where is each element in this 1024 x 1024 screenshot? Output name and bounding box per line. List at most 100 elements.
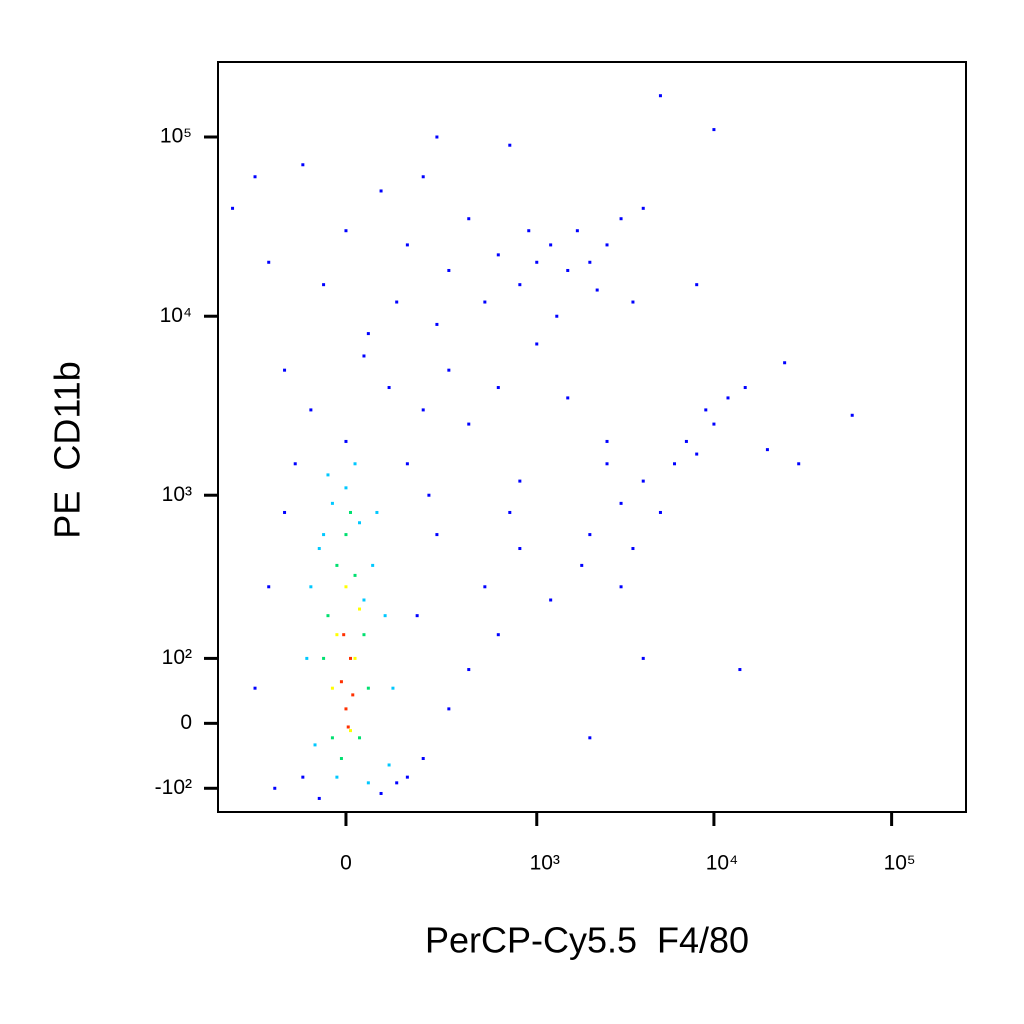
data-point <box>330 501 334 505</box>
data-point <box>253 175 257 179</box>
data-point <box>684 439 688 443</box>
data-point <box>447 268 451 272</box>
data-point <box>383 614 387 618</box>
data-point <box>358 736 362 740</box>
data-point <box>283 368 287 372</box>
data-point <box>580 563 584 567</box>
data-point <box>362 598 366 602</box>
data-point <box>405 462 409 466</box>
data-point <box>391 686 395 690</box>
x-tick-label: 10³ <box>530 852 560 875</box>
data-point <box>566 396 570 400</box>
data-point <box>549 598 553 602</box>
data-point <box>253 686 257 690</box>
data-point <box>712 422 716 426</box>
plot-frame <box>217 61 967 813</box>
data-point <box>726 396 730 400</box>
data-point <box>518 479 522 483</box>
data-point <box>619 501 623 505</box>
data-point <box>427 493 431 497</box>
data-point <box>588 736 592 740</box>
data-point <box>335 563 339 567</box>
data-point <box>344 533 348 537</box>
data-point <box>467 668 471 672</box>
data-point <box>658 510 662 514</box>
data-point <box>619 217 623 221</box>
data-point <box>326 473 330 477</box>
data-point <box>344 229 348 233</box>
data-point <box>344 439 348 443</box>
data-point <box>619 585 623 589</box>
data-point <box>339 680 343 684</box>
data-point <box>467 217 471 221</box>
data-point <box>421 757 425 761</box>
data-point <box>293 462 297 466</box>
data-point <box>435 322 439 326</box>
x-tick-label: 10⁵ <box>884 852 916 875</box>
data-point <box>595 288 599 292</box>
data-point <box>447 368 451 372</box>
data-point <box>467 422 471 426</box>
data-point <box>496 386 500 390</box>
data-point <box>483 300 487 304</box>
y-tick-label: 10⁵ <box>160 125 192 148</box>
data-point <box>575 229 579 233</box>
data-point <box>351 693 355 697</box>
data-point <box>317 547 321 551</box>
data-point <box>301 775 305 779</box>
data-point <box>605 462 609 466</box>
data-point <box>673 462 677 466</box>
data-point <box>555 314 559 318</box>
data-point <box>349 656 353 660</box>
data-point <box>641 206 645 210</box>
data-point <box>283 510 287 514</box>
data-point <box>309 408 313 412</box>
data-point <box>366 686 370 690</box>
data-point <box>358 521 362 525</box>
data-point <box>535 260 539 264</box>
data-point <box>712 128 716 132</box>
data-point <box>435 135 439 139</box>
data-point <box>704 408 708 412</box>
data-point <box>358 607 362 611</box>
y-tick-label: 10⁴ <box>160 304 192 327</box>
data-point <box>305 656 309 660</box>
data-point <box>313 743 317 747</box>
data-point <box>496 633 500 637</box>
data-point <box>353 462 357 466</box>
data-point <box>362 354 366 358</box>
data-point <box>421 175 425 179</box>
data-point <box>695 283 699 287</box>
data-point <box>330 736 334 740</box>
data-point <box>317 796 321 800</box>
data-point <box>447 707 451 711</box>
data-point <box>339 757 343 761</box>
data-point <box>379 189 383 193</box>
data-point <box>641 656 645 660</box>
data-point <box>415 614 419 618</box>
data-point <box>387 763 391 767</box>
data-point <box>231 206 235 210</box>
data-point <box>344 585 348 589</box>
data-point <box>631 300 635 304</box>
data-point <box>738 668 742 672</box>
data-point <box>421 408 425 412</box>
data-point <box>395 300 399 304</box>
data-point <box>322 533 326 537</box>
data-point <box>743 386 747 390</box>
data-point <box>366 332 370 336</box>
data-point <box>588 533 592 537</box>
data-point <box>850 413 854 417</box>
data-point <box>641 479 645 483</box>
data-point <box>605 243 609 247</box>
data-point <box>267 260 271 264</box>
data-point <box>349 729 353 733</box>
data-point <box>765 448 769 452</box>
data-point <box>344 486 348 490</box>
data-point <box>535 342 539 346</box>
x-tick-label: 0 <box>340 852 352 875</box>
data-point <box>435 533 439 537</box>
data-point <box>658 94 662 98</box>
data-point <box>267 585 271 589</box>
